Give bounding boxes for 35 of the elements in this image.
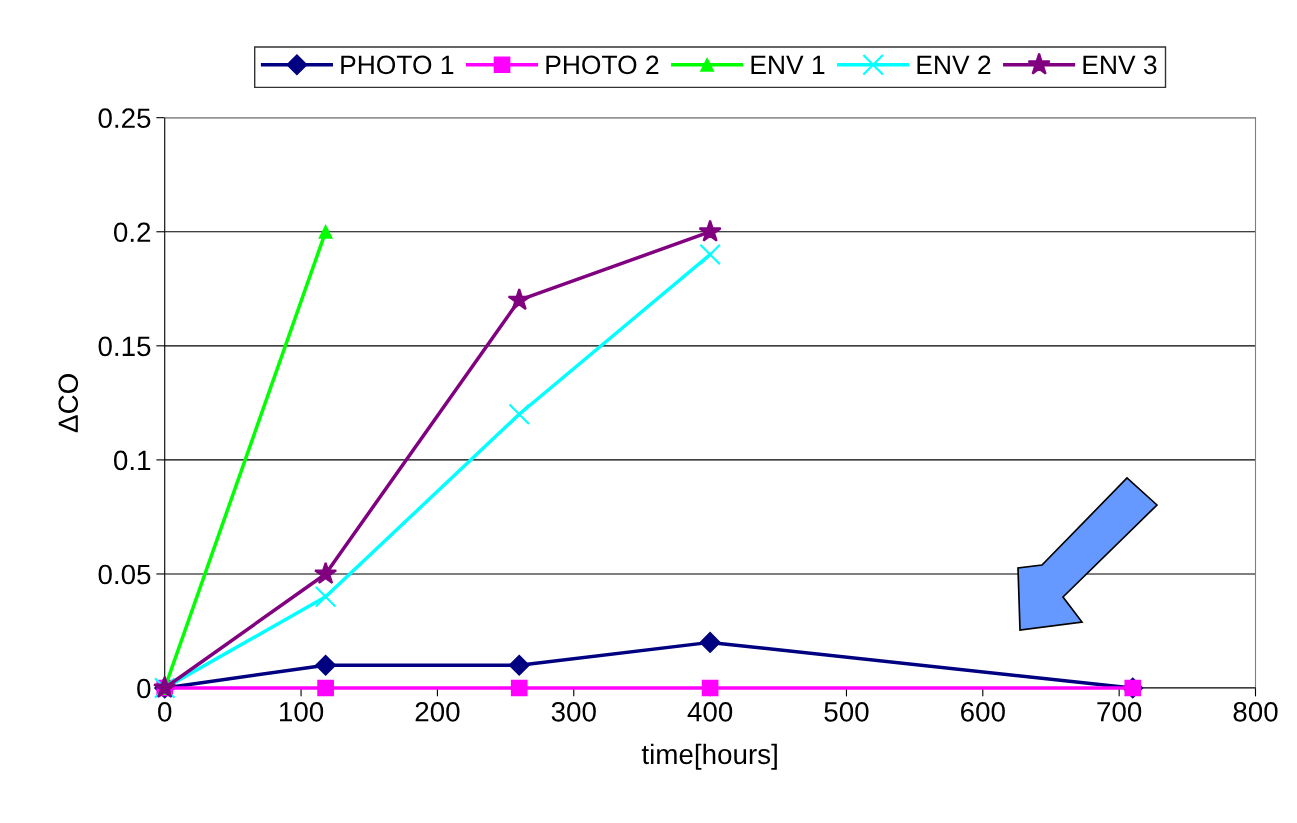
point — [699, 631, 721, 653]
x-tick-label: 700 — [1097, 701, 1142, 722]
y-tick-label: 0.15 — [98, 336, 151, 357]
point — [318, 224, 333, 239]
x-tick-label: 100 — [280, 701, 324, 722]
x-tick-label: 400 — [687, 701, 733, 722]
x-tick-label: 800 — [1233, 701, 1278, 722]
x-axis-title: time[hours] — [641, 743, 777, 770]
point — [314, 561, 338, 584]
legend-label: PHOTO 2 — [546, 55, 659, 75]
point — [314, 586, 337, 608]
point — [699, 243, 721, 266]
legend-label: ENV 1 — [751, 55, 825, 74]
legend-label: ENV 2 — [917, 55, 991, 74]
x-tick-label: 0 — [158, 701, 172, 722]
y-tick-label: 0.2 — [114, 222, 151, 243]
x-tick-label: 500 — [824, 701, 869, 722]
y-tick-label: 0.05 — [98, 564, 151, 585]
point — [508, 654, 530, 676]
point — [508, 403, 530, 426]
point — [317, 679, 334, 697]
point — [507, 288, 531, 311]
y-tick-label: 0.1 — [114, 450, 151, 471]
point — [701, 679, 719, 697]
point — [698, 219, 722, 242]
y-axis-title: ΔCO — [58, 374, 79, 433]
legend-label: ENV 3 — [1083, 55, 1157, 75]
x-tick-label: 200 — [415, 701, 460, 722]
y-tick-label: 0.25 — [98, 108, 151, 129]
x-tick-label: 300 — [551, 701, 596, 722]
x-tick-label: 600 — [961, 701, 1005, 722]
point — [315, 654, 337, 676]
legend-label: PHOTO 1 — [341, 55, 454, 75]
y-tick-label: 0 — [137, 678, 151, 699]
point — [510, 679, 528, 697]
